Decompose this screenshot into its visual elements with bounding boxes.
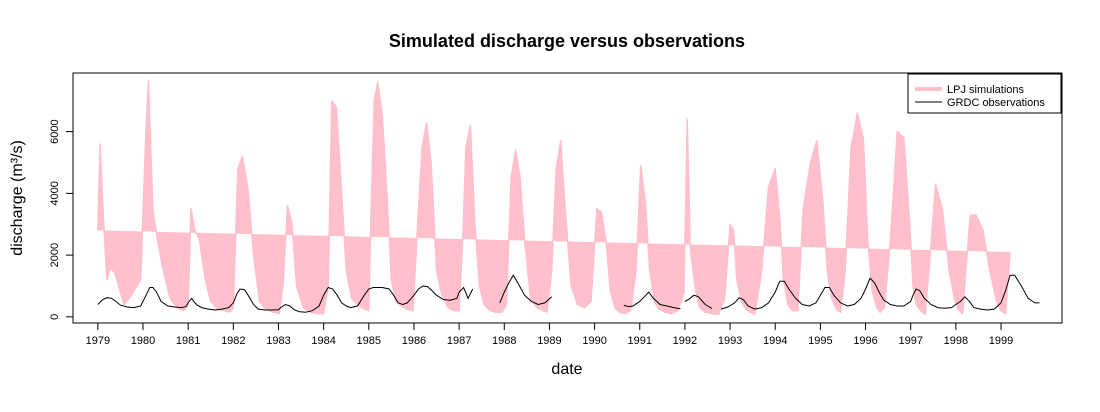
x-tick-label-1989: 1989 — [537, 335, 561, 347]
x-tick-label-1998: 1998 — [944, 335, 968, 347]
lpj-simulation-band-layer — [97, 79, 1011, 316]
x-tick-label-1984: 1984 — [311, 335, 335, 347]
grdc-observation-line-1 — [97, 285, 474, 313]
x-tick-label-1999: 1999 — [989, 335, 1013, 347]
x-tick-label-1992: 1992 — [673, 335, 697, 347]
grdc-observation-line-2 — [499, 274, 553, 306]
x-tick-label-1997: 1997 — [898, 335, 922, 347]
x-tick-label-1987: 1987 — [447, 335, 471, 347]
x-tick-label-1983: 1983 — [266, 335, 290, 347]
legend-label-lpj: LPJ simulations — [947, 84, 1025, 96]
y-tick-label-0: 0 — [49, 314, 61, 320]
x-tick-label-1981: 1981 — [176, 335, 200, 347]
y-axis-title: discharge (m³/s) — [9, 140, 26, 256]
x-tick-label-1985: 1985 — [357, 335, 381, 347]
y-tick-label-4000: 4000 — [49, 181, 61, 205]
grdc-observation-line-5 — [720, 274, 1040, 311]
x-tick-label-1993: 1993 — [718, 335, 742, 347]
lpj-simulation-band — [97, 79, 1011, 316]
x-tick-label-1995: 1995 — [808, 335, 832, 347]
y-tick-label-2000: 2000 — [49, 243, 61, 267]
y-tick-label-6000: 6000 — [49, 119, 61, 143]
x-tick-label-1994: 1994 — [763, 335, 787, 347]
x-tick-label-1979: 1979 — [86, 335, 110, 347]
chart-title: Simulated discharge versus observations — [389, 31, 745, 51]
x-tick-label-1980: 1980 — [131, 335, 155, 347]
x-axis: 1979 1980 1981 1982 1983 1984 1985 1986 1987 1988… — [86, 322, 1013, 347]
grdc-observation-line-3 — [623, 291, 681, 310]
grdc-observation-layer — [97, 274, 1040, 313]
x-tick-label-1988: 1988 — [492, 335, 516, 347]
legend-label-grdc: GRDC observations — [947, 97, 1045, 109]
x-tick-label-1982: 1982 — [221, 335, 245, 347]
x-tick-label-1986: 1986 — [402, 335, 426, 347]
legend-box — [907, 73, 1062, 114]
x-tick-label-1996: 1996 — [853, 335, 877, 347]
x-axis-title: date — [551, 361, 582, 378]
legend: LPJ simulations GRDC observations — [907, 73, 1062, 114]
grdc-observation-line-4 — [684, 294, 713, 309]
x-tick-label-1991: 1991 — [628, 335, 652, 347]
x-tick-label-1990: 1990 — [582, 335, 606, 347]
y-axis: 0 2000 4000 6000 — [49, 119, 74, 320]
